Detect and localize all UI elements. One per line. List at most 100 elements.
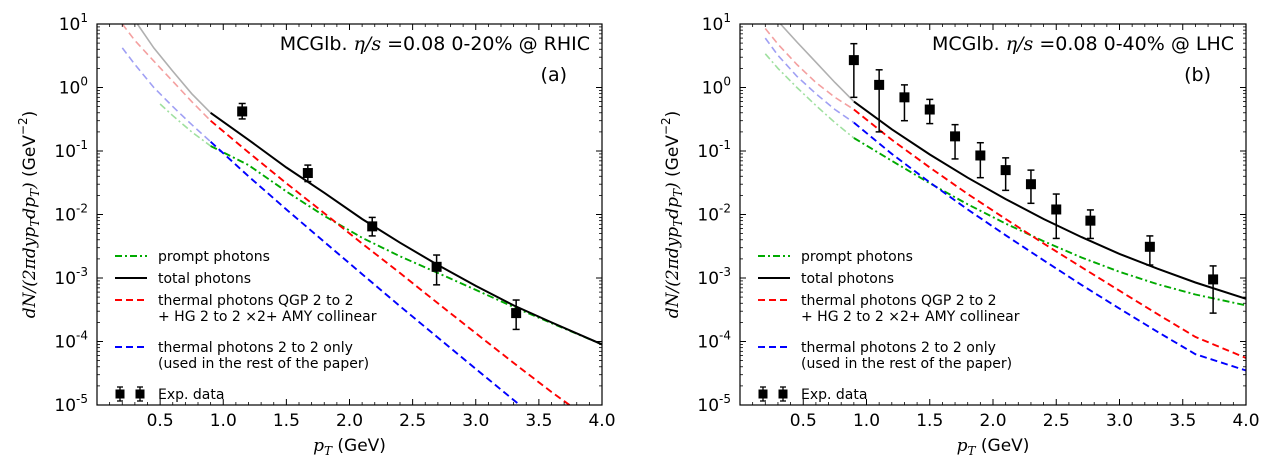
- y-tick-label: 10-1: [697, 138, 731, 162]
- legend-entry-prompt: prompt photons: [801, 249, 913, 265]
- data-point-4: [950, 131, 961, 142]
- y-tick-base: 10: [54, 142, 76, 162]
- x-tick-label: 0.5: [147, 411, 174, 431]
- y-axis-label-unit-exponent: −2: [16, 117, 30, 135]
- panel-label: (b): [1184, 64, 1211, 86]
- y-tick-exponent: -5: [719, 392, 731, 406]
- x-tick-label: 2.5: [1043, 411, 1070, 431]
- y-axis-label-unit: (GeV: [20, 135, 40, 183]
- y-tick-exponent: 1: [723, 11, 731, 25]
- chart-title-suffix: =0.08 0-20% @ RHIC: [381, 33, 590, 55]
- x-tick-label: 2.5: [399, 411, 426, 431]
- series-thermal_full-line: [853, 108, 1246, 359]
- x-axis-label-subscript: T: [967, 444, 976, 458]
- data-point-1: [874, 79, 885, 90]
- y-tick-base: 10: [702, 79, 724, 99]
- y-tick-exponent: -4: [76, 329, 88, 343]
- data-point-0: [848, 55, 859, 66]
- y-tick-base: 10: [59, 79, 81, 99]
- legend-entry-thermal_full: thermal photons QGP 2 to 2: [801, 293, 997, 309]
- legend-entry-total: total photons: [158, 271, 251, 287]
- x-tick-label: 3.5: [1169, 411, 1196, 431]
- y-tick-base: 10: [697, 269, 719, 289]
- y-tick-label: 10-1: [54, 138, 88, 162]
- y-axis-label-math-close: ): [663, 182, 683, 190]
- chart-title-suffix: =0.08 0-40% @ LHC: [1033, 33, 1234, 55]
- y-tick-base: 10: [54, 333, 76, 353]
- chart-title: MCGlb. η/s =0.08 0-40% @ LHC: [932, 33, 1234, 55]
- legend-marker-square: [115, 389, 125, 399]
- y-axis-label-math-close: ): [20, 182, 40, 190]
- y-tick-exponent: -3: [76, 265, 88, 279]
- data-point-1: [302, 168, 313, 179]
- y-tick-base: 10: [697, 142, 719, 162]
- chart-title-math: η/s: [354, 33, 382, 55]
- y-tick-base: 10: [54, 396, 76, 416]
- data-point-2: [367, 221, 378, 232]
- y-tick-base: 10: [697, 396, 719, 416]
- legend-entry-thermal_full-line2: + HG 2 to 2 ×2+ AMY collinear: [801, 309, 1020, 325]
- y-tick-label: 100: [59, 75, 88, 99]
- y-tick-exponent: -3: [719, 265, 731, 279]
- panel-label: (a): [541, 64, 567, 86]
- plot-area: [764, 24, 1246, 372]
- data-point-3: [431, 261, 442, 272]
- series-total-line: [210, 111, 602, 346]
- panel-a: 0.5 1.0 1.5 2.0 2.5 3.0 3.5 4.010-510-410-310-2…: [16, 11, 616, 458]
- y-tick-label: 10-2: [697, 202, 731, 226]
- y-axis-label-unit-exponent: −2: [659, 117, 673, 135]
- x-tick-label: 4.0: [588, 411, 615, 431]
- faded-curve-0: [779, 24, 855, 103]
- faded-curve-1: [764, 27, 855, 111]
- legend-entry-total: total photons: [801, 271, 894, 287]
- y-axis-label-sub: T: [28, 218, 42, 227]
- x-tick-label: 0.5: [790, 411, 817, 431]
- y-tick-exponent: -4: [719, 329, 731, 343]
- y-tick-label: 10-5: [54, 392, 88, 416]
- y-axis-label-sub: T: [671, 218, 685, 227]
- legend-entry-thermal_2to2: thermal photons 2 to 2 only: [158, 340, 353, 356]
- y-tick-label: 10-3: [697, 265, 731, 289]
- legend-marker-square: [758, 389, 768, 399]
- y-tick-exponent: 0: [80, 75, 88, 89]
- data-point-7: [1025, 179, 1036, 190]
- faded-curve-0: [136, 24, 212, 114]
- x-tick-label: 3.0: [1106, 411, 1133, 431]
- data-point-10: [1144, 241, 1155, 252]
- y-tick-label: 10-3: [54, 265, 88, 289]
- y-axis-label-unit: (GeV: [663, 135, 683, 183]
- y-tick-label: 10-5: [697, 392, 731, 416]
- series-prompt-line: [853, 137, 1246, 307]
- x-axis-label: pT (GeV): [957, 436, 1030, 458]
- y-tick-base: 10: [54, 269, 76, 289]
- y-tick-exponent: -1: [76, 138, 88, 152]
- series-thermal_2to2-line: [853, 121, 1246, 372]
- x-tick-label: 1.5: [916, 411, 943, 431]
- y-axis-label-sub2: T: [671, 188, 685, 197]
- y-tick-exponent: -1: [719, 138, 731, 152]
- x-tick-label: 3.0: [462, 411, 489, 431]
- x-tick-label: 1.5: [273, 411, 300, 431]
- legend-entry-thermal_full: thermal photons QGP 2 to 2: [158, 293, 354, 309]
- x-axis-label: pT (GeV): [313, 436, 386, 458]
- x-axis-label-unit: (GeV): [975, 436, 1029, 456]
- y-axis-label-unit-close: ): [663, 111, 683, 118]
- faded-curve-3: [764, 53, 855, 139]
- plot-area: [121, 24, 602, 405]
- data-point-9: [1085, 215, 1096, 226]
- legend-entry-data: Exp. data: [158, 387, 224, 403]
- y-axis-label: dN/(2πdypTdpT) (GeV−2): [659, 111, 685, 319]
- chart-title-prefix: MCGlb.: [280, 33, 354, 55]
- y-tick-base: 10: [697, 206, 719, 226]
- y-tick-label: 10-4: [697, 329, 731, 353]
- legend-entry-thermal_2to2: thermal photons 2 to 2 only: [801, 340, 996, 356]
- x-tick-label: 4.0: [1232, 411, 1259, 431]
- chart-title-prefix: MCGlb.: [932, 33, 1006, 55]
- x-tick-label: 2.0: [336, 411, 363, 431]
- chart-title: MCGlb. η/s =0.08 0-20% @ RHIC: [280, 33, 590, 55]
- data-point-0: [237, 106, 248, 117]
- faded-curve-2: [764, 37, 855, 124]
- faded-curve-1: [121, 24, 212, 122]
- y-tick-exponent: 1: [80, 11, 88, 25]
